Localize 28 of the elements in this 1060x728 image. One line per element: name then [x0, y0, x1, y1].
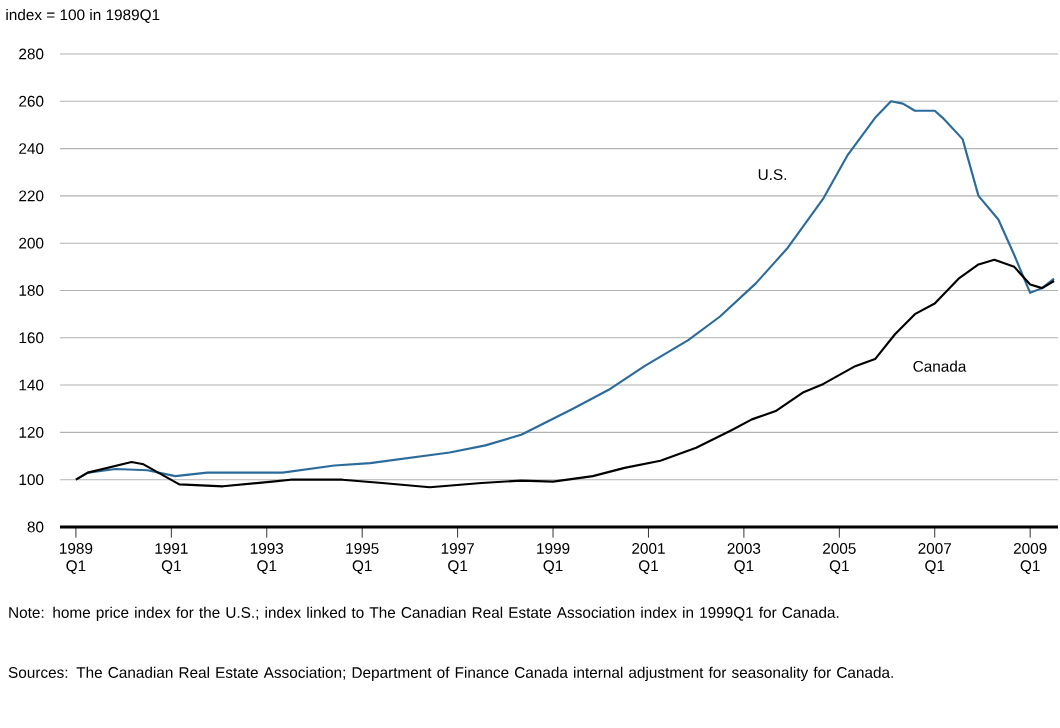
y-tick-label: 140 [19, 379, 44, 391]
y-tick-label: 220 [19, 190, 44, 202]
x-tick-label: 1995 Q1 [346, 543, 379, 574]
y-tick-label: 80 [27, 521, 44, 533]
source-note: Sources: The Canadian Real Estate Association; Department of Finance Canada internal adjustment for seasonality for Canada. [8, 666, 893, 681]
y-tick-label: 180 [19, 285, 44, 296]
text: Note: home price index for the U.S.; index linked to The Canadian Real Estate Association index in 1999Q1 for Canada. [9, 606, 839, 621]
y-tick-label: 100 [19, 474, 44, 486]
x-tick-label: 1989 Q1 [60, 543, 93, 574]
y-tick-label: 160 [19, 332, 44, 344]
y-tick-label: 260 [19, 95, 44, 107]
y-tick-label: 200 [19, 237, 44, 249]
text: U.S. [758, 169, 787, 181]
x-tick-label: 2001 Q1 [632, 543, 665, 574]
x-tick-label: 2007 Q1 [918, 543, 952, 574]
y-tick-label: 240 [19, 143, 44, 155]
y-axis-title: index = 100 in 1989Q1 [6, 8, 160, 23]
x-tick-label: 2009 Q1 [1013, 543, 1047, 574]
line-series [74, 258, 1056, 489]
x-tick-label: 2003 Q1 [727, 543, 761, 574]
x-tick-label: 1993 Q1 [250, 543, 284, 574]
y-tick-label: 280 [19, 48, 44, 60]
y-tick-label: 120 [19, 426, 44, 438]
x-tick-label: 1997 Q1 [441, 543, 474, 574]
text: Canada [913, 360, 967, 372]
x-tick-label: 2005 Q1 [823, 543, 856, 574]
x-tick-label: 1991 Q1 [155, 543, 188, 574]
x-tick-label: 1999 Q1 [537, 543, 570, 574]
